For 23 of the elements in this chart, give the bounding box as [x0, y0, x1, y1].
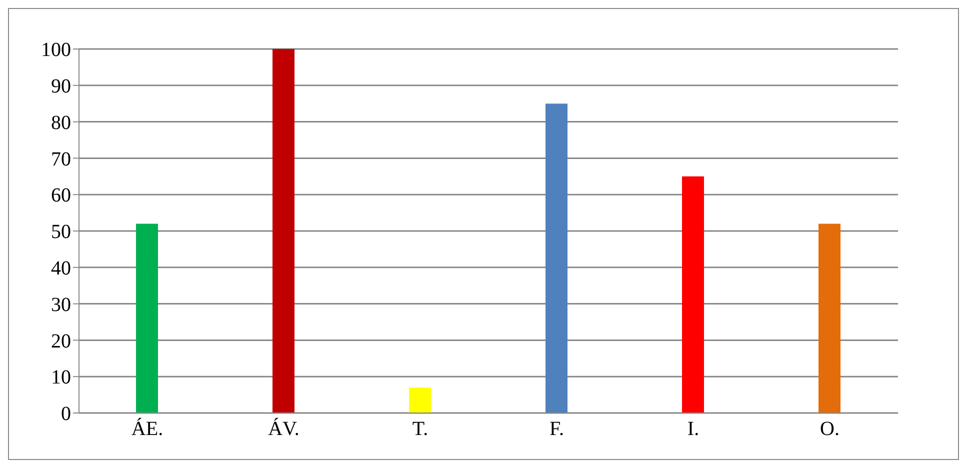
y-tick-label: 40	[51, 258, 71, 280]
y-tick-label: 30	[51, 294, 71, 316]
x-tick-label: T.	[412, 418, 428, 440]
bar	[409, 388, 431, 413]
x-tick-label: F.	[549, 418, 564, 440]
y-tick-label: 50	[51, 221, 71, 244]
y-tick-label: 100	[41, 39, 71, 62]
y-tick-label: 60	[51, 184, 71, 207]
y-tick-label: 80	[51, 112, 71, 134]
y-tick-label: 90	[51, 76, 71, 98]
y-tick-label: 70	[51, 148, 71, 170]
bar	[546, 104, 568, 413]
bar	[682, 176, 704, 413]
bar	[272, 49, 294, 413]
bar	[818, 224, 840, 413]
y-tick-label: 10	[51, 366, 71, 389]
y-tick-label: 0	[61, 403, 71, 426]
bar	[136, 224, 158, 413]
x-tick-label: ÁV.	[268, 417, 300, 440]
x-tick-label: I.	[687, 418, 700, 440]
x-tick-label: ÁE.	[131, 417, 164, 440]
y-tick-label: 20	[51, 330, 71, 352]
x-tick-label: O.	[820, 418, 840, 440]
